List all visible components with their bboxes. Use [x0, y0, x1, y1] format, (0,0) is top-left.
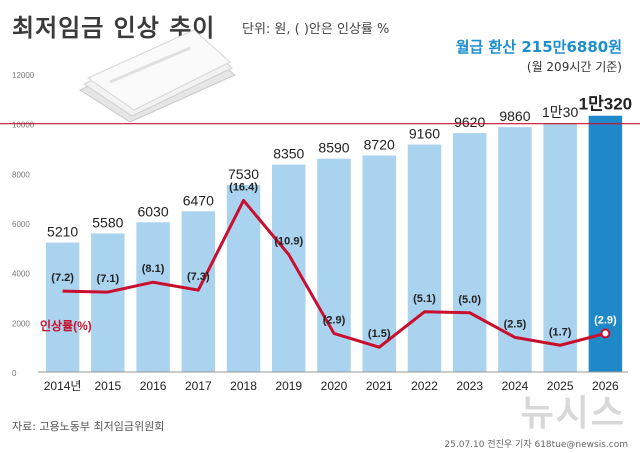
bar-value-label: 9860: [499, 108, 530, 124]
bar: [181, 211, 216, 372]
bar-value-label: 8590: [318, 140, 349, 156]
money-stack-image: [78, 30, 236, 123]
rate-label: (2.9): [594, 314, 617, 326]
bar: [498, 127, 532, 372]
bar-value-label: 1만320: [579, 95, 632, 114]
rate-label: (5.1): [413, 293, 436, 305]
y-tick-label: 12000: [12, 71, 35, 80]
rate-label: (5.0): [458, 294, 481, 306]
rate-label: (7.2): [51, 272, 74, 284]
bar: [452, 133, 487, 372]
bar-value-label: 5580: [92, 214, 123, 230]
rate-label: (1.5): [368, 328, 391, 340]
conversion-note: (월 209시간 기준): [526, 60, 622, 74]
x-tick-label: 2019: [275, 379, 302, 393]
bar-value-label: 1만30: [542, 104, 578, 120]
bar: [91, 233, 125, 372]
x-tick-label: 2017: [185, 379, 212, 393]
bar-value-label: 5210: [47, 224, 78, 240]
bar: [272, 164, 306, 372]
bar-value-label: 9160: [409, 126, 440, 142]
y-tick-label: 4000: [12, 270, 30, 279]
bar: [226, 185, 261, 372]
bar-value-label: 7530: [228, 166, 259, 182]
x-tick-label: 2026: [592, 379, 619, 393]
x-tick-label: 2016: [140, 379, 167, 393]
bar-value-label: 6030: [137, 203, 168, 219]
monthly-conversion: 월급 환산 215만6880원: [455, 38, 622, 56]
y-tick-label: 2000: [12, 319, 30, 328]
rate-legend-label: 인상률(%): [40, 318, 92, 333]
rate-label: (2.5): [504, 318, 527, 330]
rate-label: (1.7): [549, 326, 572, 338]
bar: [45, 242, 80, 372]
x-tick-label: 2022: [411, 379, 438, 393]
rate-point: [600, 328, 611, 339]
y-tick-label: 6000: [12, 220, 30, 229]
unit-note: 단위: 원, ( )안은 인상률 %: [242, 22, 390, 37]
y-tick-label: 8000: [12, 170, 30, 179]
x-tick-label: 2018: [230, 379, 257, 393]
x-tick-label: 2020: [321, 379, 348, 393]
rate-label: (10.9): [274, 236, 303, 248]
x-tick-label: 2024: [502, 379, 529, 393]
bar-value-label: 8350: [273, 146, 304, 162]
bar: [362, 155, 396, 372]
bar: [543, 122, 577, 373]
x-tick-label: 2015: [94, 379, 121, 393]
bar-value-label: 8720: [364, 136, 395, 152]
x-tick-label: 2025: [547, 379, 574, 393]
rate-label: (16.4): [229, 181, 258, 193]
bar-value-label: 6470: [183, 192, 214, 208]
rate-label: (7.1): [97, 273, 120, 285]
bar: [136, 222, 170, 372]
rate-line: [62, 198, 606, 349]
x-tick-label: 2014년: [44, 379, 82, 393]
credit-note: 25.07.10 전진우 기자 618tue@newsis.com: [444, 440, 628, 450]
y-tick-label: 0: [12, 369, 17, 378]
rate-label: (7.3): [187, 271, 210, 283]
watermark-logo: 뉴시스: [520, 393, 626, 434]
x-tick-label: 2023: [456, 379, 483, 393]
source-note: 자료: 고용노동부 최저임금위원회: [12, 420, 165, 433]
y-tick-label: 10000: [12, 121, 35, 130]
bar-value-label: 9620: [454, 114, 485, 130]
rate-label: (2.9): [323, 314, 346, 326]
bar: [407, 144, 442, 372]
bar: [317, 158, 351, 372]
rate-label: (8.1): [142, 263, 165, 275]
x-tick-label: 2021: [366, 379, 393, 393]
